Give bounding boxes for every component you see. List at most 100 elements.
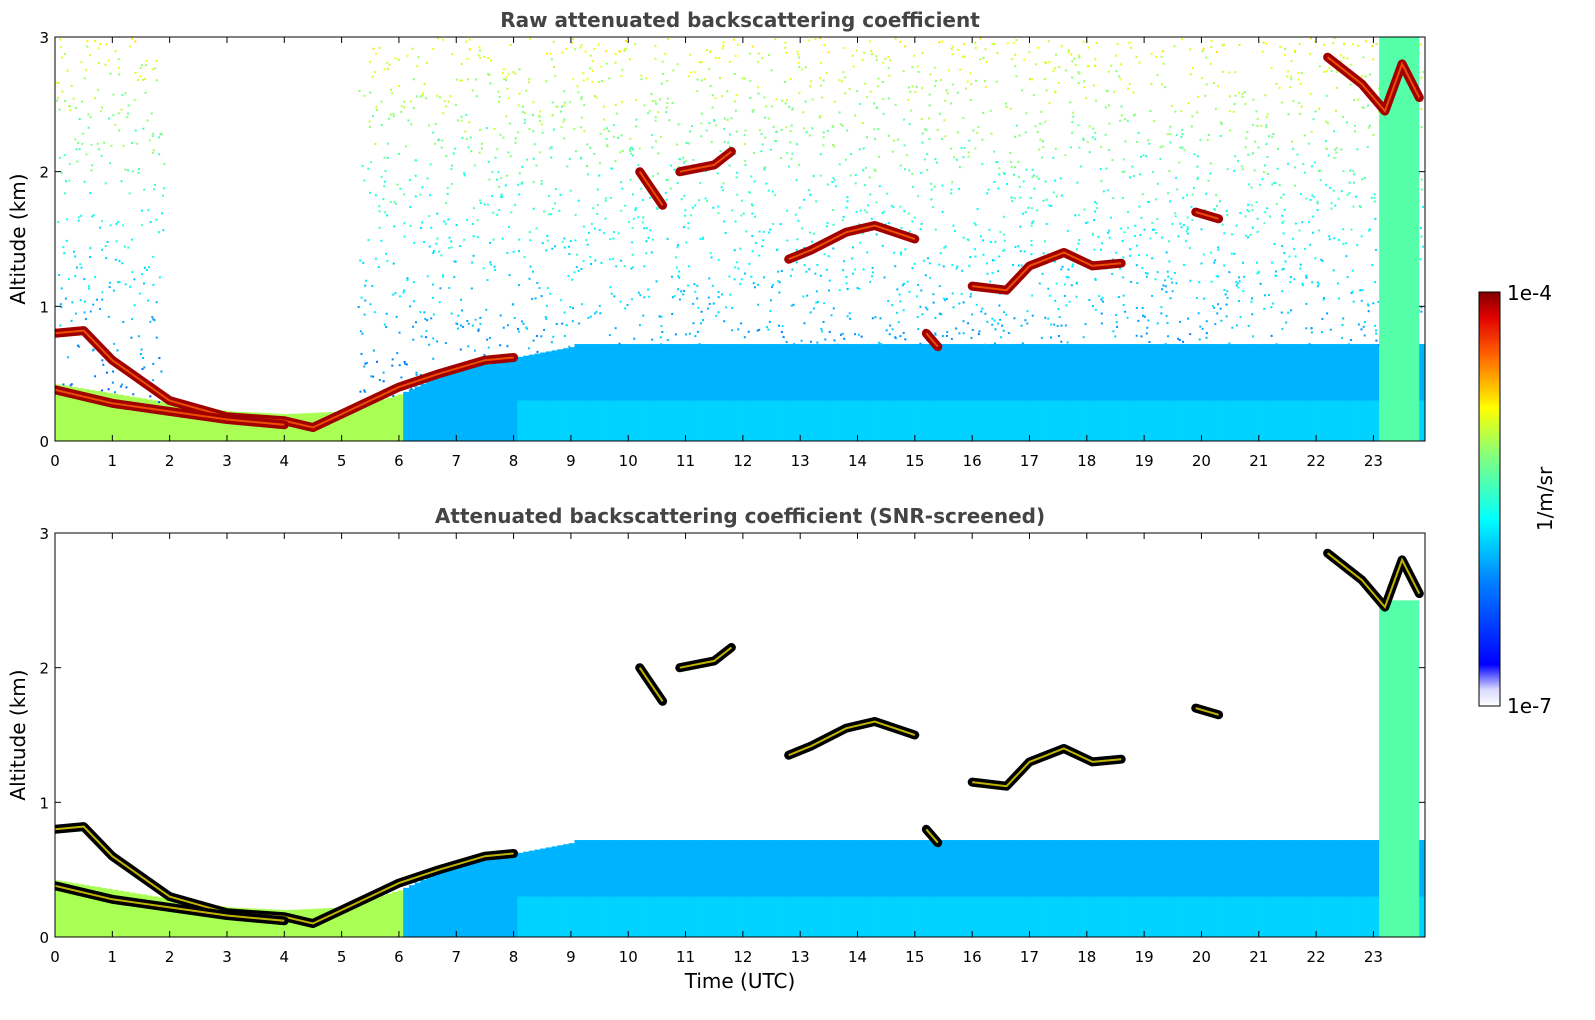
noise-speckle <box>1332 189 1335 192</box>
noise-speckle <box>666 237 669 240</box>
noise-speckle <box>651 338 654 341</box>
noise-speckle <box>363 313 366 316</box>
noise-speckle <box>694 204 697 207</box>
noise-speckle <box>1420 310 1423 313</box>
noise-speckle <box>617 136 620 139</box>
noise-speckle <box>942 265 945 268</box>
noise-speckle <box>593 48 596 51</box>
noise-speckle <box>818 116 821 119</box>
noise-speckle <box>1121 171 1124 174</box>
noise-speckle <box>790 124 793 127</box>
noise-speckle <box>1334 109 1337 112</box>
heatmap-cell <box>1179 896 1186 937</box>
heatmap-cell <box>1128 840 1135 937</box>
noise-speckle <box>832 247 835 250</box>
heatmap-cell <box>1310 896 1318 937</box>
heatmap-cell <box>825 896 832 937</box>
noise-speckle <box>406 54 409 57</box>
noise-speckle <box>483 353 486 356</box>
noise-speckle <box>665 198 668 201</box>
heatmap-cell <box>791 896 798 937</box>
noise-speckle <box>122 144 125 147</box>
noise-speckle <box>944 99 947 102</box>
x-tick-label: 6 <box>394 948 404 966</box>
noise-speckle <box>863 184 866 187</box>
noise-speckle <box>767 328 770 331</box>
noise-speckle <box>580 43 583 46</box>
noise-speckle <box>78 345 81 348</box>
heatmap-cell <box>1327 344 1335 441</box>
noise-speckle <box>1251 297 1254 300</box>
heatmap-cell <box>631 896 638 937</box>
noise-speckle <box>899 164 902 167</box>
noise-speckle <box>569 101 572 104</box>
noise-speckle <box>546 52 549 55</box>
noise-speckle <box>1069 146 1072 149</box>
heatmap-cell <box>414 386 421 441</box>
noise-speckle <box>505 115 508 118</box>
heatmap-cell <box>203 408 210 441</box>
noise-speckle <box>1186 228 1189 231</box>
noise-speckle <box>1002 311 1005 314</box>
noise-speckle <box>753 286 756 289</box>
noise-speckle <box>574 48 577 51</box>
noise-speckle <box>1122 303 1125 306</box>
noise-speckle <box>796 50 799 53</box>
noise-speckle <box>419 193 422 196</box>
noise-speckle <box>714 97 717 100</box>
heatmap-cell <box>1196 344 1203 441</box>
noise-speckle <box>62 383 65 386</box>
noise-speckle <box>744 159 747 162</box>
noise-speckle <box>1119 63 1122 66</box>
noise-speckle <box>394 57 397 60</box>
heatmap-cell <box>1076 344 1083 441</box>
heatmap-cell <box>768 344 775 441</box>
noise-speckle <box>1372 58 1375 61</box>
noise-speckle <box>1177 235 1180 238</box>
noise-speckle <box>1122 158 1125 161</box>
heatmap-cell <box>1213 896 1220 937</box>
noise-speckle <box>873 102 876 105</box>
noise-speckle <box>687 284 690 287</box>
noise-speckle <box>538 151 541 154</box>
noise-speckle <box>532 157 535 160</box>
noise-speckle <box>549 147 552 150</box>
noise-speckle <box>541 131 544 134</box>
heatmap-cell <box>1305 896 1312 937</box>
noise-speckle <box>1261 178 1264 181</box>
heatmap-cell <box>682 896 690 937</box>
noise-speckle <box>603 128 606 131</box>
noise-speckle <box>1063 294 1066 297</box>
noise-speckle <box>1030 239 1033 242</box>
noise-speckle <box>1326 122 1329 125</box>
heatmap-cell <box>585 840 593 937</box>
heatmap-cell <box>842 896 849 937</box>
noise-speckle <box>131 271 134 274</box>
noise-speckle <box>950 188 953 191</box>
x-tick-label: 9 <box>566 452 576 470</box>
noise-speckle <box>1030 253 1033 256</box>
noise-speckle <box>791 107 794 110</box>
noise-speckle <box>486 279 489 282</box>
noise-speckle <box>822 79 825 82</box>
noise-speckle <box>391 92 394 95</box>
heatmap-cell <box>1316 344 1323 441</box>
noise-speckle <box>649 196 652 199</box>
noise-speckle <box>1064 69 1067 72</box>
noise-speckle <box>518 172 521 175</box>
cloud-layer-edge <box>788 720 916 757</box>
heatmap-cell <box>249 412 256 441</box>
noise-speckle <box>763 96 766 99</box>
noise-speckle <box>1132 174 1135 177</box>
heatmap-cell <box>346 905 353 937</box>
noise-speckle <box>1233 252 1236 255</box>
noise-speckle <box>1308 53 1311 56</box>
noise-speckle <box>841 124 844 127</box>
noise-speckle <box>1340 148 1343 151</box>
noise-speckle <box>583 130 586 133</box>
noise-speckle <box>509 122 512 125</box>
noise-speckle <box>980 310 983 313</box>
noise-speckle <box>696 78 699 81</box>
noise-speckle <box>806 294 809 297</box>
noise-speckle <box>403 360 406 363</box>
